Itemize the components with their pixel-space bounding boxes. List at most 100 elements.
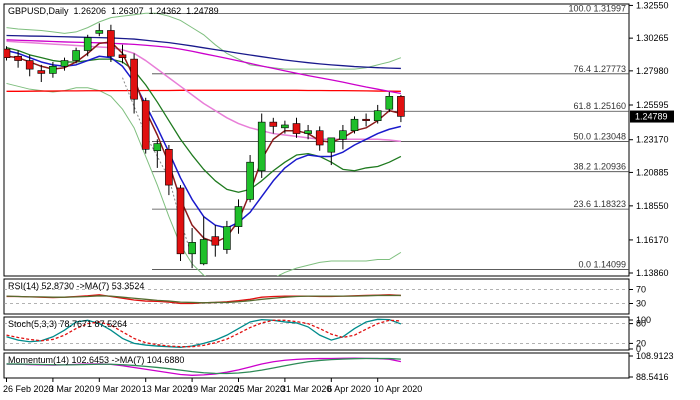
time-tick-label-1: 3 Mar 2020 [49,384,95,394]
candle-body-21 [246,161,254,200]
chart-ohlc-1: 1.26307 [111,6,144,16]
rsi-pane: RSI(14) 52.8730 ->MA(7) 53.3524 70 30 [3,278,646,315]
candle-24 [281,120,289,134]
price-tick-label-5: 1.20885 [636,167,669,177]
momentum-tick-label-1: 88.5416 [636,372,669,382]
candle-body-9 [107,30,115,57]
candle-body-31 [362,118,370,121]
stochastic-label: Stoch(5,3,3) 78.7671 87.5264 [8,319,127,329]
candle-34 [397,94,405,123]
price-tick-label-6: 1.18550 [636,201,669,211]
price-tick-label-2: 1.27980 [636,66,669,76]
candle-18 [211,225,220,257]
price-tick-label-7: 1.16170 [636,235,669,245]
bollinger-lower-band [6,82,402,276]
candle-body-23 [269,121,278,127]
ma-line-0 [6,89,401,92]
candle-body-18 [211,236,220,246]
candle-29 [339,124,347,150]
candle-body-29 [339,130,347,140]
fib-level-label-5: 23.6 1.18323 [573,199,626,209]
candle-body-7 [83,37,92,51]
current-price-badge [630,110,674,123]
time-tick-label-0: 26 Feb 2020 [3,384,54,394]
candle-body-15 [176,187,185,255]
rsi-series-1 [6,294,401,304]
candle-19 [223,220,231,254]
candle-12 [141,97,150,154]
candle-body-34 [397,96,405,117]
fib-level-label-0: 100.0 1.31997 [568,3,626,13]
candle-26 [304,124,312,140]
momentum-plot-area [6,357,402,376]
rsi-label: RSI(14) 52.8730 ->MA(7) 53.3524 [8,281,144,291]
candle-32 [373,104,382,124]
time-tick-label-8: 10 Apr 2020 [374,384,423,394]
time-tick-label-4: 19 Mar 2020 [188,384,239,394]
fib-level-label-6: 0.0 1.14099 [578,260,626,270]
stochastic-pane-frame [3,316,630,351]
price-tick-label-0: 1.32550 [636,0,669,10]
candle-body-32 [373,110,382,121]
candle-10 [118,44,127,64]
candle-body-25 [292,123,301,134]
candle-6 [72,47,80,64]
candle-2 [25,54,34,77]
fib-level-label-2: 61.8 1.25160 [573,101,626,111]
candle-body-30 [350,118,359,131]
candle-30 [350,116,359,134]
chart-symbol: GBPUSD,Daily [8,6,69,16]
price-plot-area: 100.0 1.31997 76.4 1.27773 61.8 1.25160 50.… [4,3,629,276]
stochastic-tick-label-1: 80 [636,319,646,329]
stochastic-series-1 [6,319,401,348]
time-tick-label-6: 31 Mar 2020 [281,384,332,394]
stochastic-tick-label-3: 0 [636,344,641,354]
dotted-trend-path [122,77,193,257]
candle-3 [37,64,46,83]
candle-body-17 [199,239,208,265]
candle-33 [385,92,394,113]
time-tick-label-2: 9 Mar 2020 [95,384,141,394]
candle-5 [60,57,69,71]
stochastic-tick-label-0: 100 [636,315,651,325]
chart-ohlc-0: 1.26206 [74,6,107,16]
chart-ohlc-3: 1.24789 [186,6,219,16]
rsi-tick-label-0: 70 [636,285,646,295]
ma-line-3 [6,40,401,143]
candle-9 [107,24,115,62]
candle-15 [176,185,185,261]
momentum-tick-label-0: 108.9123 [636,351,674,361]
candle-body-26 [304,130,312,134]
ma-line-1 [6,39,402,95]
chart-ohlc-2: 1.24362 [149,6,182,16]
candle-11 [130,53,138,114]
candle-body-22 [257,121,266,172]
candle-13 [153,139,162,168]
fib-level-label-1: 76.4 1.27773 [573,64,626,74]
candle-body-8 [95,30,104,34]
bollinger-upper-band [6,12,402,70]
candle-27 [315,126,324,151]
candle-body-6 [72,50,80,61]
candle-1 [14,50,22,68]
candle-0 [4,46,11,61]
candle-body-14 [165,149,173,186]
candle-body-19 [223,226,231,250]
price-tick-label-8: 1.13860 [636,268,669,278]
candle-body-2 [25,60,34,70]
rsi-pane-frame [3,278,630,315]
candle-body-3 [37,70,46,74]
rsi-plot-area [4,289,629,305]
time-tick-label-5: 25 Mar 2020 [235,384,286,394]
candle-22 [257,113,266,178]
candle-16 [188,228,196,269]
candle-body-33 [385,96,394,110]
candle-body-1 [14,55,22,61]
candle-body-20 [234,206,243,227]
candle-4 [49,61,57,78]
candle-20 [234,199,243,234]
